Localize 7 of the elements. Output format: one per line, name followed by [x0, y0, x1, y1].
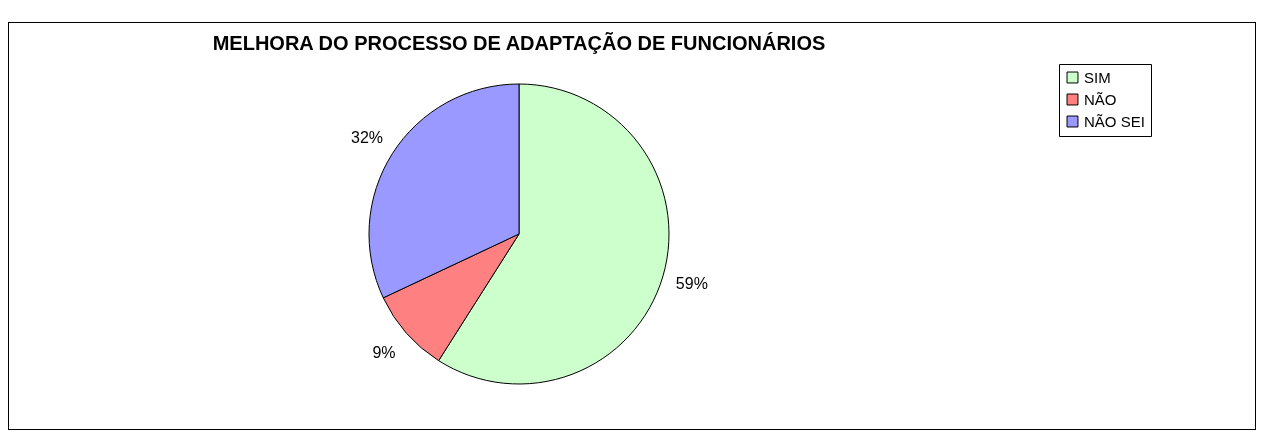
legend-label: NÃO [1084, 90, 1117, 108]
data-label: 9% [372, 344, 396, 362]
legend-label: NÃO SEI [1084, 112, 1145, 130]
legend-label: SIM [1084, 68, 1111, 86]
data-label: 32% [351, 128, 384, 146]
chart-title: MELHORA DO PROCESSO DE ADAPTAÇÃO DE FUNCIONÁRIOS [212, 31, 826, 54]
data-label: 59% [675, 275, 708, 293]
